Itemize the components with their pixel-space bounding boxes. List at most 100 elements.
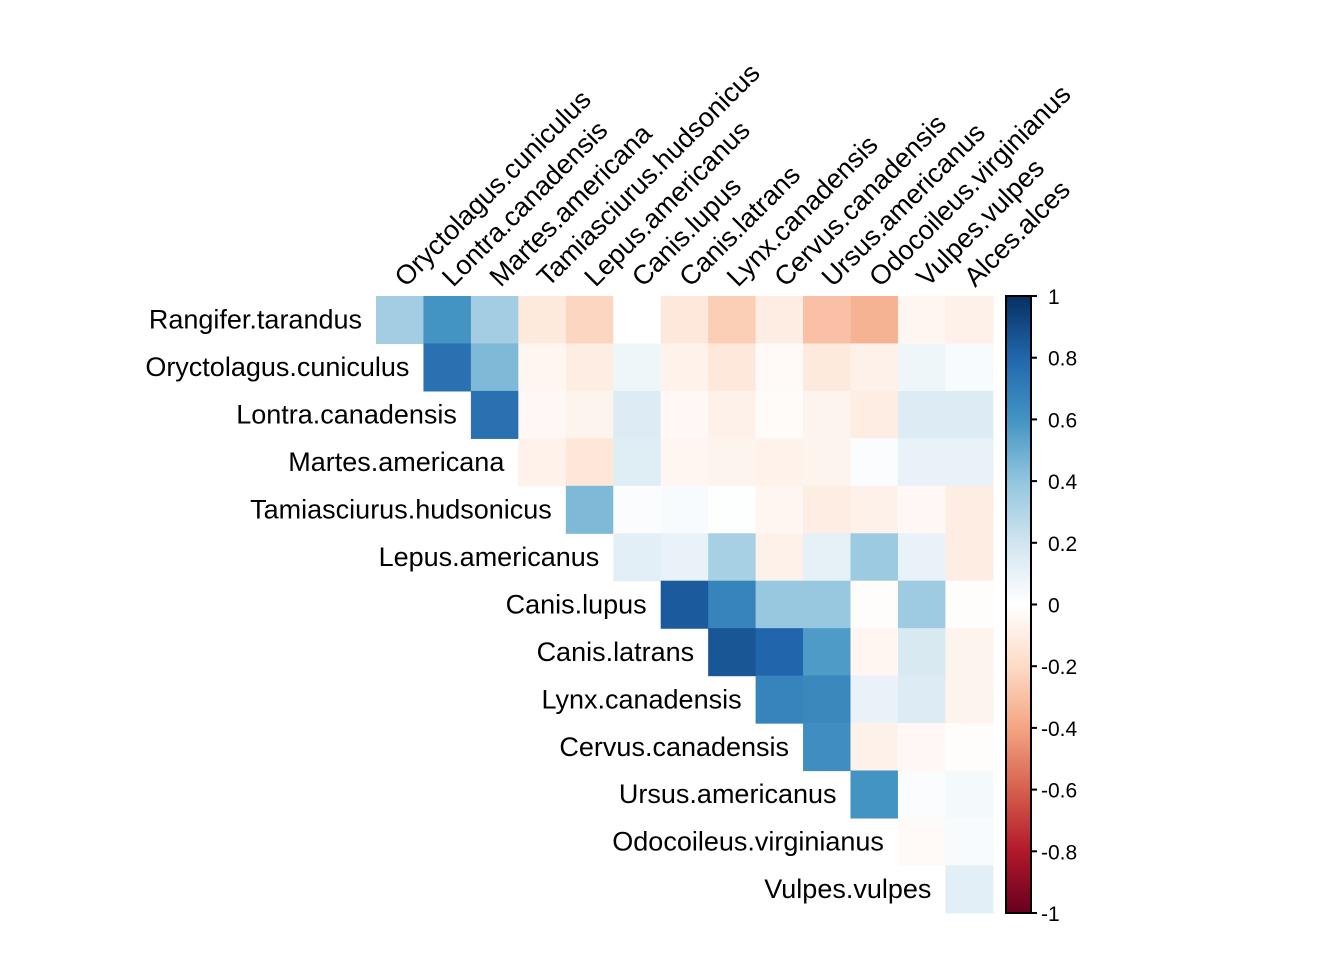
row-labels: Rangifer.tarandus Oryctolagus.cuniculus Lo… (145, 305, 931, 904)
heatmap-cell (755, 533, 804, 582)
legend-tick-label: -0.8 (1041, 841, 1077, 864)
heatmap-cell (803, 628, 852, 677)
heatmap-cell (897, 675, 946, 724)
column-labels: Oryctolagus.cuniculusLontra.canadensisMa… (389, 58, 1077, 293)
color-legend: 1 0.8 0.6 0.4 0.2 0 -0.2 -0.4 -0.6 -0.8 -1 (1005, 286, 1078, 926)
heatmap-cell (518, 390, 567, 439)
heatmap-cell (897, 628, 946, 677)
heatmap-cell (945, 533, 994, 582)
row-label: Martes.americana (288, 447, 505, 477)
legend-tick-label: -0.2 (1041, 656, 1077, 679)
heatmap-cell (660, 296, 709, 345)
heatmap-cell (565, 343, 614, 392)
heatmap-cell (897, 296, 946, 345)
row-label: Vulpes.vulpes (764, 874, 931, 904)
row-label: Tamiasciurus.hudsonicus (250, 495, 552, 525)
heatmap-cell (945, 580, 994, 629)
row-label: Rangifer.tarandus (149, 305, 362, 335)
heatmap-cell (897, 723, 946, 772)
heatmap-cell (850, 438, 899, 487)
heatmap-cell (376, 296, 425, 345)
row-label: Lynx.canadensis (541, 684, 741, 714)
heatmap-cell (803, 580, 852, 629)
heatmap-cell (850, 296, 899, 345)
heatmap-cell (897, 770, 946, 819)
heatmap-cell (803, 343, 852, 392)
heatmap-cell (470, 390, 519, 439)
row-label: Lepus.americanus (379, 542, 600, 572)
legend-tick-label: -0.4 (1041, 718, 1078, 741)
heatmap-cell (945, 485, 994, 534)
heatmap-cell (708, 296, 757, 345)
heatmap-cell (850, 580, 899, 629)
heatmap-cell (565, 438, 614, 487)
heatmap-cell (850, 628, 899, 677)
heatmap-cell (850, 675, 899, 724)
heatmap-cell (803, 390, 852, 439)
heatmap-cell (755, 438, 804, 487)
row-label: Cervus.canadensis (559, 732, 789, 762)
heatmap-cell (755, 296, 804, 345)
heatmap-cell (850, 770, 899, 819)
heatmap-cell (897, 817, 946, 866)
heatmap-cell (708, 390, 757, 439)
heatmap-cell (897, 580, 946, 629)
heatmap-cell (565, 296, 614, 345)
heatmap-cell (945, 770, 994, 819)
heatmap-cell (803, 723, 852, 772)
heatmap-cell (423, 296, 472, 345)
legend-tick-label: 1 (1048, 286, 1060, 309)
heatmap-cell (708, 343, 757, 392)
heatmap-cell (850, 723, 899, 772)
heatmap-cell (470, 296, 519, 345)
heatmap-cell (708, 533, 757, 582)
heatmap-cell (897, 343, 946, 392)
heatmap-cell (613, 343, 662, 392)
heatmap-cell (613, 390, 662, 439)
row-label: Oryctolagus.cuniculus (145, 352, 409, 382)
row-label: Canis.lupus (506, 589, 647, 619)
heatmap-cell (423, 343, 472, 392)
heatmap-cell (755, 675, 804, 724)
heatmap-cell (850, 485, 899, 534)
heatmap-cell (613, 533, 662, 582)
heatmap-cell (565, 390, 614, 439)
heatmap-cell (850, 533, 899, 582)
heatmap-cell (660, 580, 709, 629)
heatmap-cell (803, 675, 852, 724)
heatmap-cell (850, 343, 899, 392)
heatmap-cell (803, 533, 852, 582)
heatmap-cell (897, 438, 946, 487)
row-label: Lontra.canadensis (236, 400, 457, 430)
heatmap-cell (708, 485, 757, 534)
heatmap-cell (755, 343, 804, 392)
heatmap-cell (850, 390, 899, 439)
heatmap-cell (803, 485, 852, 534)
row-label: Ursus.americanus (619, 779, 837, 809)
heatmap-cell (565, 485, 614, 534)
legend-tick-label: 0.6 (1048, 409, 1077, 432)
legend-tick-label: 0.2 (1048, 533, 1077, 556)
row-label: Canis.latrans (537, 637, 695, 667)
heatmap-cell (945, 723, 994, 772)
legend-tick-label: 0.8 (1048, 348, 1077, 371)
color-legend-ticks: 1 0.8 0.6 0.4 0.2 0 -0.2 -0.4 -0.6 -0.8 -1 (1031, 286, 1078, 926)
heatmap-cell (708, 438, 757, 487)
heatmap-cell (660, 343, 709, 392)
heatmap-cell (613, 485, 662, 534)
heatmap-cell (803, 438, 852, 487)
heatmap-cell (470, 343, 519, 392)
legend-tick-label: 0 (1048, 595, 1060, 618)
row-label: Odocoileus.virginianus (612, 827, 884, 857)
heatmap-cell (755, 628, 804, 677)
heatmap-cell (897, 533, 946, 582)
heatmap-cell (613, 438, 662, 487)
color-legend-bar (1005, 295, 1032, 914)
legend-tick-label: -1 (1041, 903, 1060, 926)
heatmap-cell (945, 817, 994, 866)
heatmap-cell (945, 390, 994, 439)
heatmap-cell (945, 865, 994, 914)
heatmap-cell (660, 390, 709, 439)
heatmap-cell (897, 485, 946, 534)
